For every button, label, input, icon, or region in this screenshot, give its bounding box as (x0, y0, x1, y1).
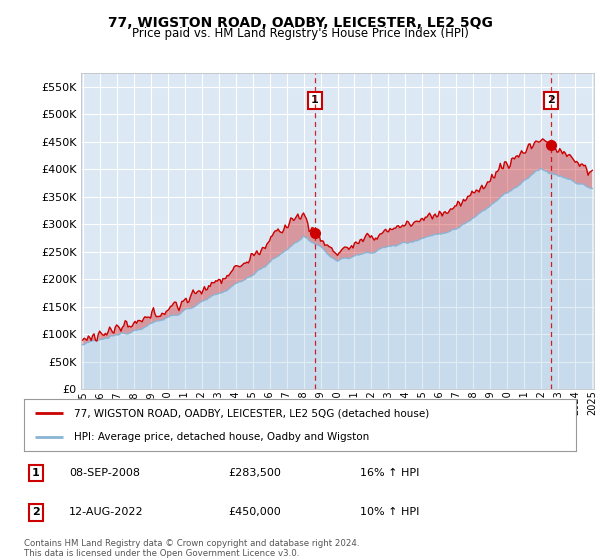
Text: 1: 1 (311, 95, 319, 105)
Text: 12-AUG-2022: 12-AUG-2022 (69, 507, 143, 517)
Text: 1: 1 (32, 468, 40, 478)
Text: 10% ↑ HPI: 10% ↑ HPI (360, 507, 419, 517)
Text: 08-SEP-2008: 08-SEP-2008 (69, 468, 140, 478)
Text: Price paid vs. HM Land Registry's House Price Index (HPI): Price paid vs. HM Land Registry's House … (131, 27, 469, 40)
Text: 77, WIGSTON ROAD, OADBY, LEICESTER, LE2 5QG: 77, WIGSTON ROAD, OADBY, LEICESTER, LE2 … (107, 16, 493, 30)
Text: £450,000: £450,000 (228, 507, 281, 517)
Text: 16% ↑ HPI: 16% ↑ HPI (360, 468, 419, 478)
Text: 77, WIGSTON ROAD, OADBY, LEICESTER, LE2 5QG (detached house): 77, WIGSTON ROAD, OADBY, LEICESTER, LE2 … (74, 408, 429, 418)
Text: Contains HM Land Registry data © Crown copyright and database right 2024.
This d: Contains HM Land Registry data © Crown c… (24, 539, 359, 558)
Text: £283,500: £283,500 (228, 468, 281, 478)
Text: 2: 2 (547, 95, 555, 105)
Text: HPI: Average price, detached house, Oadby and Wigston: HPI: Average price, detached house, Oadb… (74, 432, 369, 442)
Text: 2: 2 (32, 507, 40, 517)
